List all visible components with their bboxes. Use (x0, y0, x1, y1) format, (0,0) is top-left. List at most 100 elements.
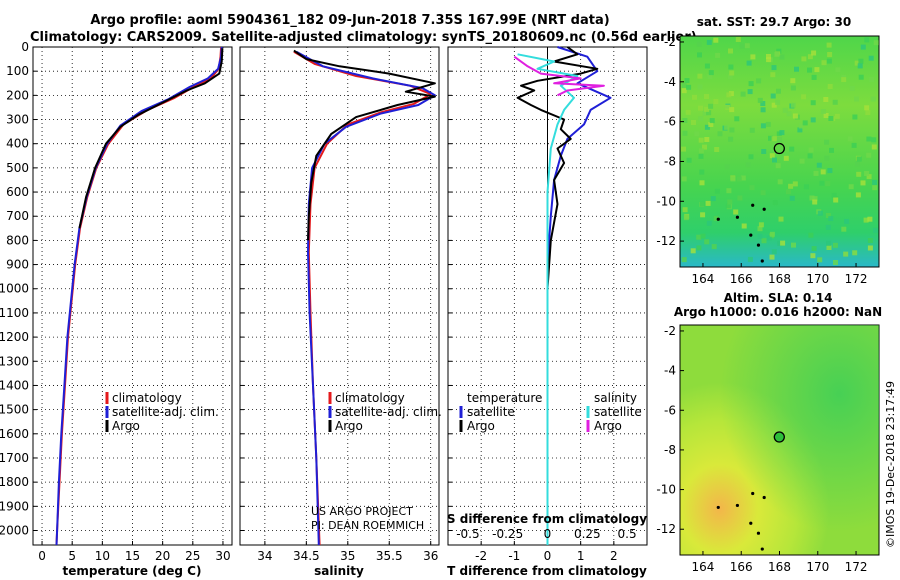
sst-pixel (696, 234, 702, 240)
map-y-tick-label: -6 (664, 115, 676, 129)
map-y-tick-label: -4 (664, 75, 676, 89)
pi-credit: PI: DEAN ROEMMICH (311, 519, 424, 532)
island-dot (756, 243, 761, 247)
sst-pixel (771, 249, 777, 255)
sst-pixel (814, 67, 820, 73)
y-tick-label: 1900 (0, 499, 29, 513)
sst-pixel (700, 212, 706, 218)
salinity-legend: climatology satellite-adj. clim. Argo (328, 391, 442, 433)
map-x-tick-label: 164 (692, 560, 715, 574)
sla-map-islands (716, 491, 766, 551)
sst-pixel (682, 130, 688, 136)
sst-pixel (681, 82, 687, 88)
island-dot (760, 259, 764, 263)
sst-pixel (829, 147, 834, 153)
difference-legend-salinity: salinity satellite Argo (586, 391, 642, 433)
x-tick-label: 1 (577, 549, 585, 563)
sst-pixel (834, 113, 840, 119)
map-y-tick-label: -12 (656, 522, 676, 536)
map-x-tick-label: 166 (730, 560, 753, 574)
sst-map-title: sat. SST: 29.7 Argo: 30 (697, 15, 851, 29)
map-y-tick-label: -4 (664, 364, 676, 378)
sst-pixel (867, 245, 873, 251)
sst-pixel (807, 67, 812, 73)
sst-pixel (797, 127, 803, 133)
x-tick-label: -1 (508, 549, 520, 563)
sst-pixel (810, 117, 816, 123)
sst-pixel (817, 257, 823, 263)
sst-pixel (831, 192, 837, 198)
sst-pixel (741, 223, 747, 229)
sst-pixel (808, 232, 814, 238)
sst-pixel (730, 176, 736, 182)
island-dot (716, 217, 720, 221)
sst-pixel (728, 48, 733, 54)
s-tick-label: 0.25 (574, 527, 601, 541)
map-x-tick-label: 170 (806, 560, 829, 574)
sst-pixel (854, 60, 860, 66)
sst-pixel (811, 74, 817, 80)
x-tick-label: 25 (185, 549, 200, 563)
sst-pixel (697, 73, 703, 79)
sst-pixel (736, 176, 742, 182)
sst-pixel (820, 169, 826, 175)
sst-pixel (711, 244, 717, 250)
sst-pixel (812, 199, 818, 205)
x-tick-label: 35.5 (376, 549, 403, 563)
x-tick-label: 35 (340, 549, 355, 563)
sst-pixel (870, 96, 876, 102)
sst-pixel (717, 131, 723, 137)
sst-pixel (761, 238, 767, 244)
sst-pixel (825, 181, 831, 187)
sst-pixel (681, 146, 686, 152)
sst-pixel (826, 240, 832, 246)
sst-pixel (747, 256, 753, 262)
x-tick-label: 20 (155, 549, 170, 563)
sst-pixel (726, 92, 732, 98)
y-tick-label: 700 (6, 209, 29, 223)
sst-pixel (824, 139, 830, 145)
island-dot (735, 215, 740, 219)
sst-pixel (771, 65, 777, 71)
t-difference-axis-label: T difference from climatology (447, 564, 647, 578)
sst-pixel (782, 107, 788, 113)
sst-pixel (734, 116, 740, 122)
series-line-s-satellite (517, 53, 579, 545)
map-y-tick-label: -2 (664, 324, 676, 338)
legend-label-argo: Argo (112, 419, 140, 433)
imos-timestamp: ©IMOS 19-Dec-2018 23:17:49 (884, 381, 897, 548)
sst-pixel (698, 105, 703, 111)
sst-pixel (707, 74, 713, 79)
sst-pixel (820, 109, 826, 114)
sst-pixel (790, 102, 796, 108)
sla-argo-location-marker (773, 431, 785, 443)
map-x-tick-label: 172 (845, 272, 868, 286)
sst-pixel (706, 110, 712, 116)
y-tick-label: 900 (6, 258, 29, 272)
y-tick-label: 0 (21, 40, 29, 54)
sst-pixel (841, 226, 847, 232)
sst-pixel (866, 174, 872, 180)
sst-pixel (746, 60, 752, 66)
sst-pixel (766, 57, 772, 63)
sst-pixel (789, 195, 795, 201)
sst-pixel (748, 154, 754, 160)
series-line-s-argo (513, 55, 605, 97)
sst-pixel (708, 103, 714, 109)
sla-map-title-line1: Altim. SLA: 0.14 (724, 291, 833, 305)
sst-pixel (828, 116, 834, 121)
sst-map-x-tick-labels: 164 166 168 170 172 (692, 263, 868, 286)
sst-pixel (708, 122, 714, 127)
sst-pixel (696, 245, 702, 251)
sst-pixel (856, 171, 862, 177)
sst-pixel (733, 209, 739, 215)
legend-label-climatology: climatology (112, 391, 182, 405)
sst-pixel (789, 146, 795, 152)
sst-pixel (827, 84, 833, 89)
temperature-legend: climatology satellite-adj. clim. Argo (105, 391, 219, 433)
series-line-satellite-adj-clim- (295, 50, 436, 546)
y-tick-label: 1400 (0, 378, 29, 392)
sst-pixel (827, 168, 833, 174)
x-tick-label: 30 (215, 549, 230, 563)
map-y-tick-label: -10 (656, 194, 676, 208)
